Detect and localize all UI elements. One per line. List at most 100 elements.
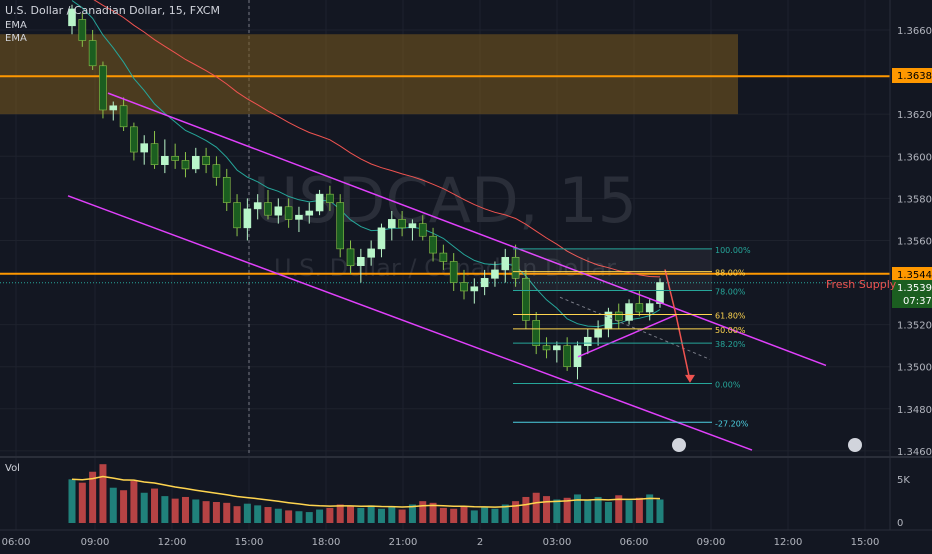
volume-tick-0: 0: [897, 518, 903, 529]
volume-bar: [594, 496, 602, 523]
volume-bar: [347, 506, 355, 523]
candle-body: [449, 261, 458, 283]
time-tick-label: 06:00: [2, 537, 31, 548]
indicator-ema-1[interactable]: EMA: [5, 20, 27, 31]
candle-body: [553, 345, 561, 351]
volume-bar: [501, 504, 509, 523]
volume-bar: [408, 504, 416, 523]
candle-body: [119, 105, 128, 128]
volume-bar: [388, 507, 396, 523]
volume-bar: [398, 509, 406, 523]
candle-body: [181, 160, 190, 170]
level-tag-upper-text: 1.36380: [897, 71, 932, 82]
volume-bar: [563, 497, 571, 523]
ema-slow-line: [93, 0, 661, 278]
candle-body: [418, 223, 427, 237]
volume-bar: [264, 507, 272, 523]
time-tick-label: 09:00: [81, 537, 110, 548]
volume-bar: [326, 507, 334, 523]
volume-bar: [120, 490, 128, 523]
volume-bar: [316, 509, 324, 523]
volume-bar: [646, 494, 654, 523]
candle-body: [326, 193, 334, 203]
volume-bar: [161, 496, 169, 523]
volume-bar: [553, 499, 561, 523]
volume-bar: [181, 496, 189, 523]
volume-bar: [336, 504, 344, 523]
volume-bar: [89, 471, 97, 523]
volume-bar: [470, 510, 478, 523]
candle-body: [222, 177, 231, 203]
candle-body: [542, 345, 551, 351]
ema-layer: [71, 0, 661, 328]
volume-label[interactable]: Vol: [5, 463, 20, 474]
fib-level-label: 50.00%: [715, 326, 746, 335]
candle-body: [522, 278, 530, 321]
time-tick-label: 03:00: [543, 537, 572, 548]
candle-body: [480, 278, 489, 288]
fib-level-label: 78.00%: [715, 288, 746, 297]
price-tick-label: 1.36200: [897, 110, 932, 121]
chart-title[interactable]: U.S. Dollar / Canadian Dollar, 15, FXCM: [5, 4, 220, 17]
channel-upper-line[interactable]: [107, 92, 827, 367]
candle-body: [398, 219, 406, 229]
time-tick-label: 12:00: [158, 537, 187, 548]
candle-body: [377, 227, 386, 250]
volume-bar: [656, 499, 664, 523]
candle-body: [264, 202, 272, 216]
candle-body: [243, 208, 252, 229]
last-price-text: 1.35399: [897, 283, 932, 294]
level-tag-lower: [892, 267, 932, 282]
candle-body: [191, 155, 200, 170]
ema-fast-line: [71, 0, 661, 328]
candle-body: [501, 256, 510, 271]
price-tick-label: 1.34800: [897, 405, 932, 416]
watermark-symbol: USDCAD, 15: [253, 164, 637, 237]
volume-bar: [512, 501, 520, 523]
price-tick-label: 1.36000: [897, 152, 932, 163]
trendline-support[interactable]: [577, 314, 677, 358]
candle-body: [202, 155, 210, 165]
candle-body: [511, 256, 520, 279]
level-tag-upper: [892, 68, 932, 83]
volume-bar: [99, 464, 107, 523]
candle-body: [253, 202, 262, 210]
supply-zone[interactable]: [0, 34, 738, 115]
candle-body: [491, 269, 499, 279]
volume-bar: [377, 508, 385, 523]
volume-bar: [305, 512, 313, 523]
volume-bar: [285, 510, 293, 523]
volume-bar: [274, 508, 282, 523]
candle-body: [594, 328, 602, 338]
supply-zone-layer: [0, 34, 890, 284]
candle-body: [357, 256, 365, 267]
volume-bar: [212, 502, 220, 523]
volume-bar: [130, 481, 138, 523]
volume-bar: [491, 508, 499, 523]
fresh-supply-label: Fresh Supply: [826, 278, 897, 291]
indicator-ema-2[interactable]: EMA: [5, 33, 27, 44]
candle-body: [460, 282, 468, 292]
volume-bar: [151, 488, 159, 523]
candle-body: [429, 235, 437, 254]
candle-body: [171, 155, 179, 161]
event-icon-2[interactable]: [848, 438, 862, 452]
volume-bar: [254, 505, 262, 523]
price-tick-label: 1.35000: [897, 363, 932, 374]
candle-body: [336, 202, 345, 250]
price-axis[interactable]: 1.36600 1.36200 1.36000 1.35800 1.35600 1.352…: [897, 26, 932, 458]
volume-bar: [573, 494, 581, 523]
volume-bar: [192, 499, 200, 523]
volume-bar: [635, 497, 643, 523]
volume-bar: [481, 507, 489, 523]
volume-bar: [460, 506, 468, 523]
channel-lower-line[interactable]: [67, 195, 753, 451]
candle-body: [563, 345, 571, 368]
candle-body: [470, 286, 479, 292]
candle-body: [315, 193, 324, 212]
event-icon-1[interactable]: [672, 438, 686, 452]
time-axis[interactable]: 06:00 09:00 12:00 15:00 18:00 21:00 2 03:00 06:0…: [2, 537, 880, 548]
